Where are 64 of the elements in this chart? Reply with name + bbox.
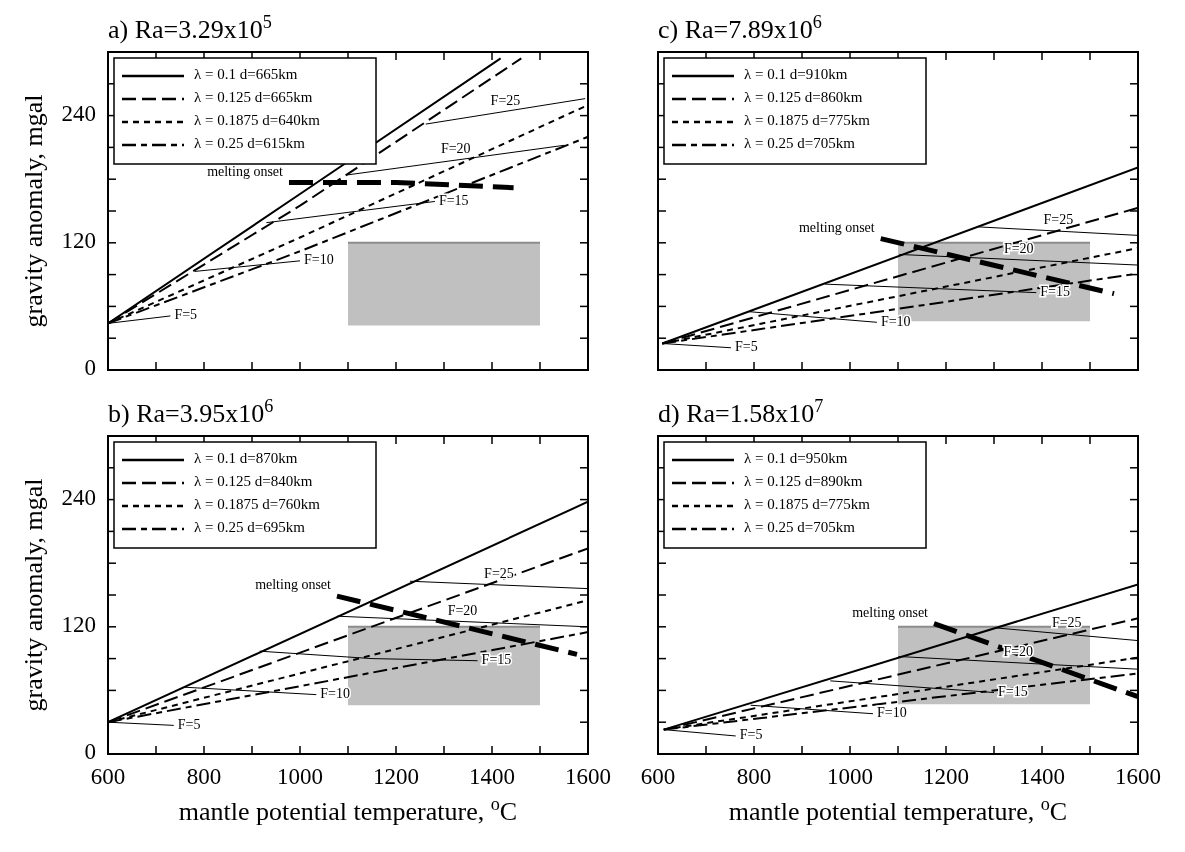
annotation: F=25	[490, 92, 521, 108]
annotation: melting onset	[852, 604, 929, 620]
x-axis-title: mantle potential temperature, $^{o}$C	[178, 794, 518, 826]
legend-label: λ = 0.25 d=705km	[744, 135, 856, 152]
annotation: melting onset	[207, 163, 284, 179]
annotation: F=20	[1003, 240, 1034, 256]
x-tick-label: 1200	[373, 764, 419, 789]
legend-label: λ = 0.125 d=665km	[194, 89, 313, 106]
legend-label: λ = 0.125 d=890km	[744, 473, 863, 490]
y-tick-label: 0	[84, 739, 96, 765]
legend-label: λ = 0.125 d=840km	[194, 473, 313, 490]
annotation: F=20	[440, 141, 471, 157]
annotation: F=5	[734, 338, 758, 354]
annotation: F=5	[739, 727, 763, 743]
x-tick-label: 800	[186, 764, 222, 789]
annotation: F=25	[484, 566, 514, 582]
y-axis-title: gravity anomaly, mgal	[18, 94, 48, 328]
y-axis-title: gravity anomaly, mgal	[18, 478, 48, 712]
x-tick-label: 1400	[1019, 764, 1065, 789]
x-tick-label: 600	[90, 764, 126, 789]
annotation: melting onset	[255, 577, 332, 593]
chart-title: d) Ra=1.58x10$^{7}$	[658, 396, 824, 428]
legend-label: λ = 0.125 d=860km	[744, 89, 863, 106]
x-tick-label: 800	[736, 764, 772, 789]
annotation: F=25	[1043, 212, 1074, 228]
annotation: F=5	[177, 716, 201, 732]
annotation: F=15	[481, 651, 512, 667]
x-tick-label: 1000	[277, 764, 323, 789]
annotation: F=10	[320, 685, 351, 701]
annotation: F=10	[880, 313, 911, 329]
annotation: F=15	[1040, 283, 1070, 299]
legend-label: λ = 0.25 d=705km	[744, 519, 856, 536]
legend-label: λ = 0.1 d=665km	[194, 66, 298, 83]
x-tick-label: 1400	[469, 764, 515, 789]
y-tick-label: 120	[61, 228, 96, 254]
legend-label: λ = 0.1875 d=775km	[744, 496, 871, 513]
annotation: F=10	[304, 252, 334, 268]
x-tick-label: 1600	[1115, 764, 1161, 789]
annotation: F=20	[447, 602, 478, 618]
x-tick-label: 1200	[923, 764, 969, 789]
legend-label: λ = 0.1875 d=775km	[744, 112, 871, 129]
legend-label: λ = 0.1875 d=640km	[194, 112, 321, 129]
annotation: F=15	[438, 192, 469, 208]
legend-label: λ = 0.1 d=870km	[194, 450, 298, 467]
annotation: F=25	[1051, 615, 1082, 631]
legend-label: λ = 0.25 d=615km	[194, 135, 306, 152]
legend-label: λ = 0.1875 d=760km	[194, 496, 321, 513]
chart-title: a) Ra=3.29x10$^{5}$	[108, 12, 272, 44]
x-tick-label: 600	[640, 764, 676, 789]
legend-label: λ = 0.1 d=950km	[744, 450, 848, 467]
legend-label: λ = 0.1 d=910km	[744, 66, 848, 83]
x-tick-label: 1600	[565, 764, 611, 789]
y-tick-label: 240	[61, 484, 96, 510]
legend-label: λ = 0.25 d=695km	[194, 519, 306, 536]
y-tick-label: 240	[61, 100, 96, 126]
annotation: F=5	[174, 307, 198, 323]
chart-title: c) Ra=7.89x10$^{6}$	[658, 12, 822, 44]
y-tick-label: 120	[61, 612, 96, 638]
x-axis-title: mantle potential temperature, $^{o}$C	[728, 794, 1068, 826]
annotation: F=10	[877, 704, 907, 720]
x-tick-label: 1000	[827, 764, 873, 789]
chart-title: b) Ra=3.95x10$^{6}$	[108, 396, 274, 428]
annotation: melting onset	[798, 219, 875, 235]
y-tick-label: 0	[84, 355, 96, 381]
